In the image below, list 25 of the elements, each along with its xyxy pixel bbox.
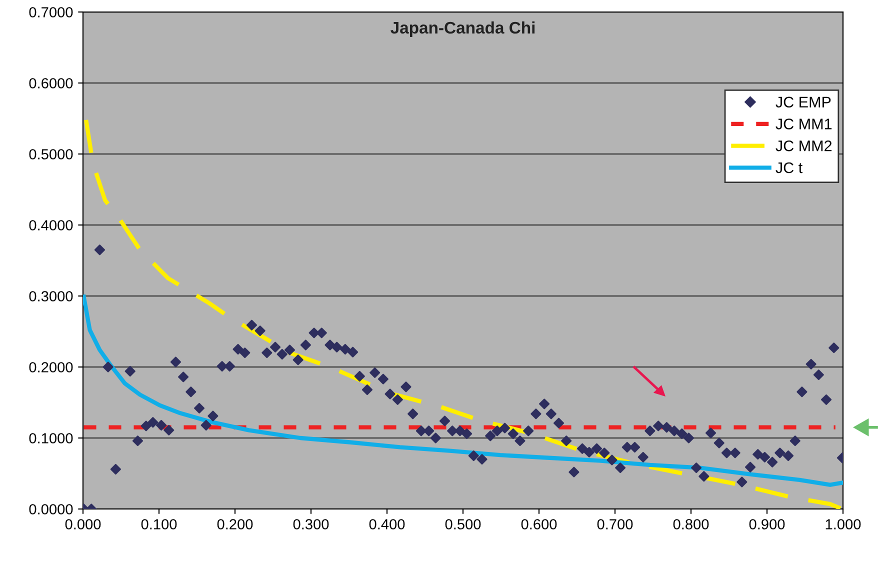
y-tick-label: 0.0000	[29, 504, 73, 514]
x-tick-label: 0.300	[293, 519, 329, 530]
legend-label: JC t	[776, 162, 802, 174]
text: Japan-Canada Chi	[390, 21, 535, 37]
legend-label: JC MM1	[776, 118, 832, 130]
line-series	[83, 294, 843, 487]
x-tick-label: 0.500	[445, 519, 481, 530]
x-tick-label: 0.600	[521, 519, 557, 530]
x-tick-label: 0.900	[749, 519, 785, 530]
x-tick-label: 0.200	[217, 519, 253, 530]
x-tick-label: 0.100	[141, 519, 177, 530]
legend-label: JC EMP	[776, 96, 831, 108]
y-tick-label: 0.4000	[29, 220, 73, 230]
x-tick-label: 0.400	[369, 519, 405, 530]
x-tick-label: 1.000	[826, 519, 861, 530]
x-tick-label: 0.800	[673, 519, 709, 530]
legend-label: JC MM2	[776, 140, 832, 152]
x-tick-label: 0.000	[65, 519, 101, 530]
y-tick-label: 0.2000	[29, 362, 73, 372]
y-tick-label: 0.5000	[29, 149, 73, 160]
x-tick-label: 0.700	[597, 519, 633, 530]
y-tick-label: 0.3000	[29, 291, 73, 302]
y-tick-label: 0.1000	[29, 433, 73, 444]
y-tick-label: 0.7000	[29, 7, 73, 18]
y-tick-label: 0.6000	[29, 78, 73, 88]
